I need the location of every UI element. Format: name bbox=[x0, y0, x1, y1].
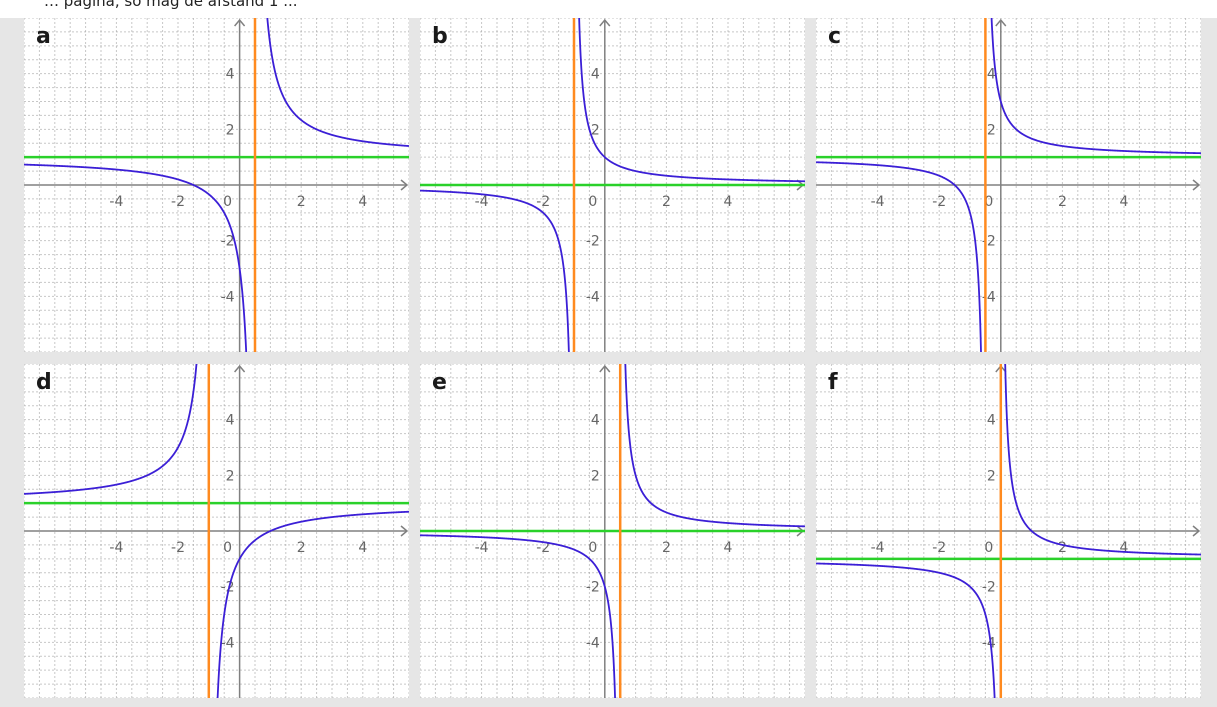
y-tick-label: 2 bbox=[987, 122, 996, 138]
y-axis-arrow bbox=[995, 18, 1007, 27]
chart-panel-a: -4 -2 0 2 4 -4 -2 2 4 a bbox=[24, 18, 409, 352]
x-tick-label: -4 bbox=[871, 194, 885, 210]
y-tick-label: -4 bbox=[982, 635, 996, 651]
y-tick-label: 4 bbox=[591, 413, 600, 429]
chart-panel-e: -4 -2 0 2 4 -4 -2 2 4 e bbox=[420, 364, 805, 698]
curve-left-branch bbox=[24, 364, 209, 495]
chart-svg-a: -4 -2 0 2 4 -4 -2 2 4 bbox=[24, 18, 409, 352]
y-tick-label: 4 bbox=[591, 67, 600, 83]
y-tick-label: 4 bbox=[226, 413, 235, 429]
x-tick-label: -2 bbox=[536, 194, 550, 210]
chart-panel-f: -4 -2 0 2 4 -4 -2 2 4 f bbox=[816, 364, 1201, 698]
y-tick-label: -4 bbox=[221, 635, 235, 651]
y-tick-label: -2 bbox=[221, 580, 235, 596]
x-tick-label: 0 bbox=[588, 540, 597, 556]
x-tick-label: 4 bbox=[358, 194, 367, 210]
chart-panel-c: -4 -2 0 2 4 -4 -2 2 4 c bbox=[816, 18, 1201, 352]
grid-lines bbox=[420, 18, 805, 352]
chart-svg-f: -4 -2 0 2 4 -4 -2 2 4 bbox=[816, 364, 1201, 698]
y-tick-label: -4 bbox=[586, 635, 600, 651]
y-axis-arrow bbox=[234, 18, 246, 27]
x-tick-label: 4 bbox=[1120, 540, 1129, 556]
x-tick-label: -4 bbox=[109, 194, 123, 210]
y-tick-label: -2 bbox=[586, 234, 600, 250]
x-axis-arrow bbox=[400, 179, 409, 191]
chart-svg-d: -4 -2 0 2 4 -4 -2 2 4 bbox=[24, 364, 409, 698]
x-tick-label: -2 bbox=[171, 540, 185, 556]
y-tick-label: 4 bbox=[987, 67, 996, 83]
x-axis-arrow bbox=[400, 525, 409, 537]
y-tick-label: 2 bbox=[226, 468, 235, 484]
curve-left-branch bbox=[816, 562, 1001, 698]
chart-panel-b: -4 -2 0 2 4 -4 -2 2 4 b bbox=[420, 18, 805, 352]
x-axis-arrow bbox=[1192, 179, 1201, 191]
grid-lines bbox=[816, 18, 1201, 352]
curve-right-branch bbox=[1000, 364, 1201, 556]
x-axis-arrow bbox=[1192, 525, 1201, 537]
chart-svg-b: -4 -2 0 2 4 -4 -2 2 4 bbox=[420, 18, 805, 352]
curve-right-branch bbox=[620, 364, 805, 528]
x-tick-label: 2 bbox=[1058, 194, 1067, 210]
y-tick-label: -2 bbox=[982, 234, 996, 250]
x-tick-label: 2 bbox=[1058, 540, 1067, 556]
x-tick-label: 0 bbox=[223, 540, 232, 556]
panel-letter-f: f bbox=[828, 370, 838, 395]
x-tick-label: 2 bbox=[662, 540, 671, 556]
x-tick-label: 2 bbox=[297, 540, 306, 556]
panel-letter-c: c bbox=[828, 24, 842, 49]
x-tick-label: 4 bbox=[1120, 194, 1129, 210]
panel-letter-a: a bbox=[36, 24, 51, 49]
x-tick-label: 4 bbox=[358, 540, 367, 556]
y-tick-label: -2 bbox=[982, 580, 996, 596]
panel-letter-b: b bbox=[432, 24, 448, 49]
y-tick-label: -4 bbox=[221, 289, 235, 305]
panel-letter-e: e bbox=[432, 370, 447, 395]
curve-left-branch bbox=[24, 163, 255, 352]
y-axis-arrow bbox=[234, 364, 246, 373]
curve-left-branch bbox=[816, 161, 986, 352]
x-tick-label: -4 bbox=[871, 540, 885, 556]
y-tick-label: -2 bbox=[586, 580, 600, 596]
x-tick-label: 4 bbox=[724, 194, 733, 210]
header-text: … pagina, so mag de afstand 1 ... bbox=[44, 0, 298, 10]
x-tick-label: 0 bbox=[984, 540, 993, 556]
x-tick-label: 0 bbox=[588, 194, 597, 210]
y-tick-label: -4 bbox=[982, 289, 996, 305]
y-tick-label: 2 bbox=[226, 122, 235, 138]
x-tick-label: 0 bbox=[223, 194, 232, 210]
x-tick-label: 4 bbox=[724, 540, 733, 556]
chart-svg-c: -4 -2 0 2 4 -4 -2 2 4 bbox=[816, 18, 1201, 352]
y-axis-arrow bbox=[599, 364, 611, 373]
x-tick-label: -4 bbox=[109, 540, 123, 556]
curve-right-branch bbox=[574, 18, 805, 183]
panel-letter-d: d bbox=[36, 370, 52, 395]
x-tick-label: -2 bbox=[171, 194, 185, 210]
x-tick-label: -4 bbox=[475, 540, 489, 556]
header-text-strip: … pagina, so mag de afstand 1 ... bbox=[0, 0, 1217, 18]
y-tick-label: -4 bbox=[586, 289, 600, 305]
x-tick-label: -2 bbox=[932, 540, 946, 556]
curve-left-branch bbox=[420, 189, 574, 352]
y-tick-label: -2 bbox=[221, 234, 235, 250]
y-tick-label: 4 bbox=[987, 413, 996, 429]
chart-panel-d: -4 -2 0 2 4 -4 -2 2 4 d bbox=[24, 364, 409, 698]
y-axis-arrow bbox=[599, 18, 611, 27]
y-tick-label: 2 bbox=[987, 468, 996, 484]
curve-left-branch bbox=[420, 534, 621, 698]
x-tick-label: 2 bbox=[662, 194, 671, 210]
x-tick-label: -2 bbox=[536, 540, 550, 556]
x-tick-label: 2 bbox=[297, 194, 306, 210]
y-tick-label: 2 bbox=[591, 468, 600, 484]
x-tick-label: -2 bbox=[932, 194, 946, 210]
x-tick-label: -4 bbox=[475, 194, 489, 210]
chart-svg-e: -4 -2 0 2 4 -4 -2 2 4 bbox=[420, 364, 805, 698]
curve-right-branch bbox=[985, 18, 1201, 155]
y-tick-label: 4 bbox=[226, 67, 235, 83]
curve-right-branch bbox=[208, 510, 409, 698]
curve-right-branch bbox=[255, 18, 409, 147]
y-tick-label: 2 bbox=[591, 122, 600, 138]
x-tick-label: 0 bbox=[984, 194, 993, 210]
